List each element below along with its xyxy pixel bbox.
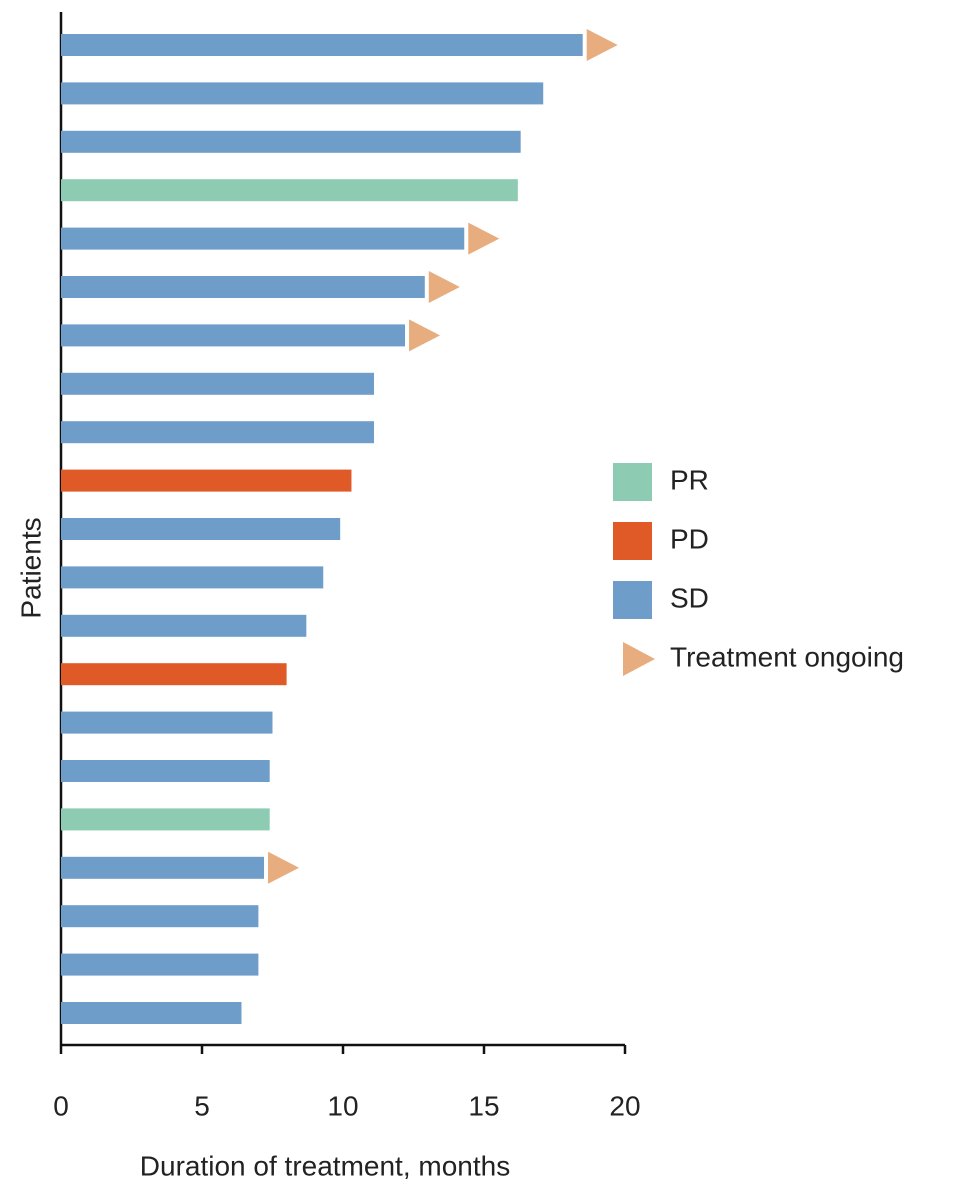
x-tick-label: 10: [327, 1090, 358, 1121]
bar: [61, 953, 259, 976]
legend-marker: [623, 642, 655, 676]
ongoing-marker: [409, 319, 441, 352]
legend-swatch: [613, 581, 652, 619]
bar: [61, 421, 375, 444]
bar: [61, 518, 341, 540]
bar: [61, 566, 324, 589]
bar: [61, 469, 352, 492]
bar: [61, 663, 287, 686]
bar: [61, 227, 465, 250]
bar: [61, 760, 270, 782]
bar: [61, 34, 583, 56]
ongoing-marker: [428, 271, 460, 303]
legend-label: PD: [670, 523, 709, 554]
x-tick-label: 0: [53, 1090, 69, 1121]
bar: [61, 82, 544, 105]
bar: [61, 179, 518, 202]
x-tick-label: 5: [194, 1090, 210, 1121]
bar: [61, 276, 425, 298]
ongoing-marker: [586, 29, 618, 61]
y-axis-label: Patients: [15, 517, 46, 618]
legend-label: SD: [670, 582, 709, 613]
legend-label: PR: [670, 464, 709, 495]
bar: [61, 711, 273, 734]
x-axis-label: Duration of treatment, months: [140, 1150, 510, 1181]
ongoing-marker: [468, 222, 500, 255]
bar: [61, 130, 521, 153]
ongoing-marker: [268, 851, 300, 884]
bar: [61, 372, 375, 395]
x-tick-label: 15: [468, 1090, 499, 1121]
bar: [61, 324, 406, 347]
bar: [61, 856, 265, 879]
bar: [61, 614, 307, 637]
bar: [61, 905, 259, 928]
bar: [61, 808, 270, 831]
x-tick-label: 20: [609, 1090, 640, 1121]
bar: [61, 1002, 242, 1024]
legend-label: Treatment ongoing: [670, 641, 904, 672]
legend-swatch: [613, 522, 652, 560]
legend-swatch: [613, 463, 652, 501]
